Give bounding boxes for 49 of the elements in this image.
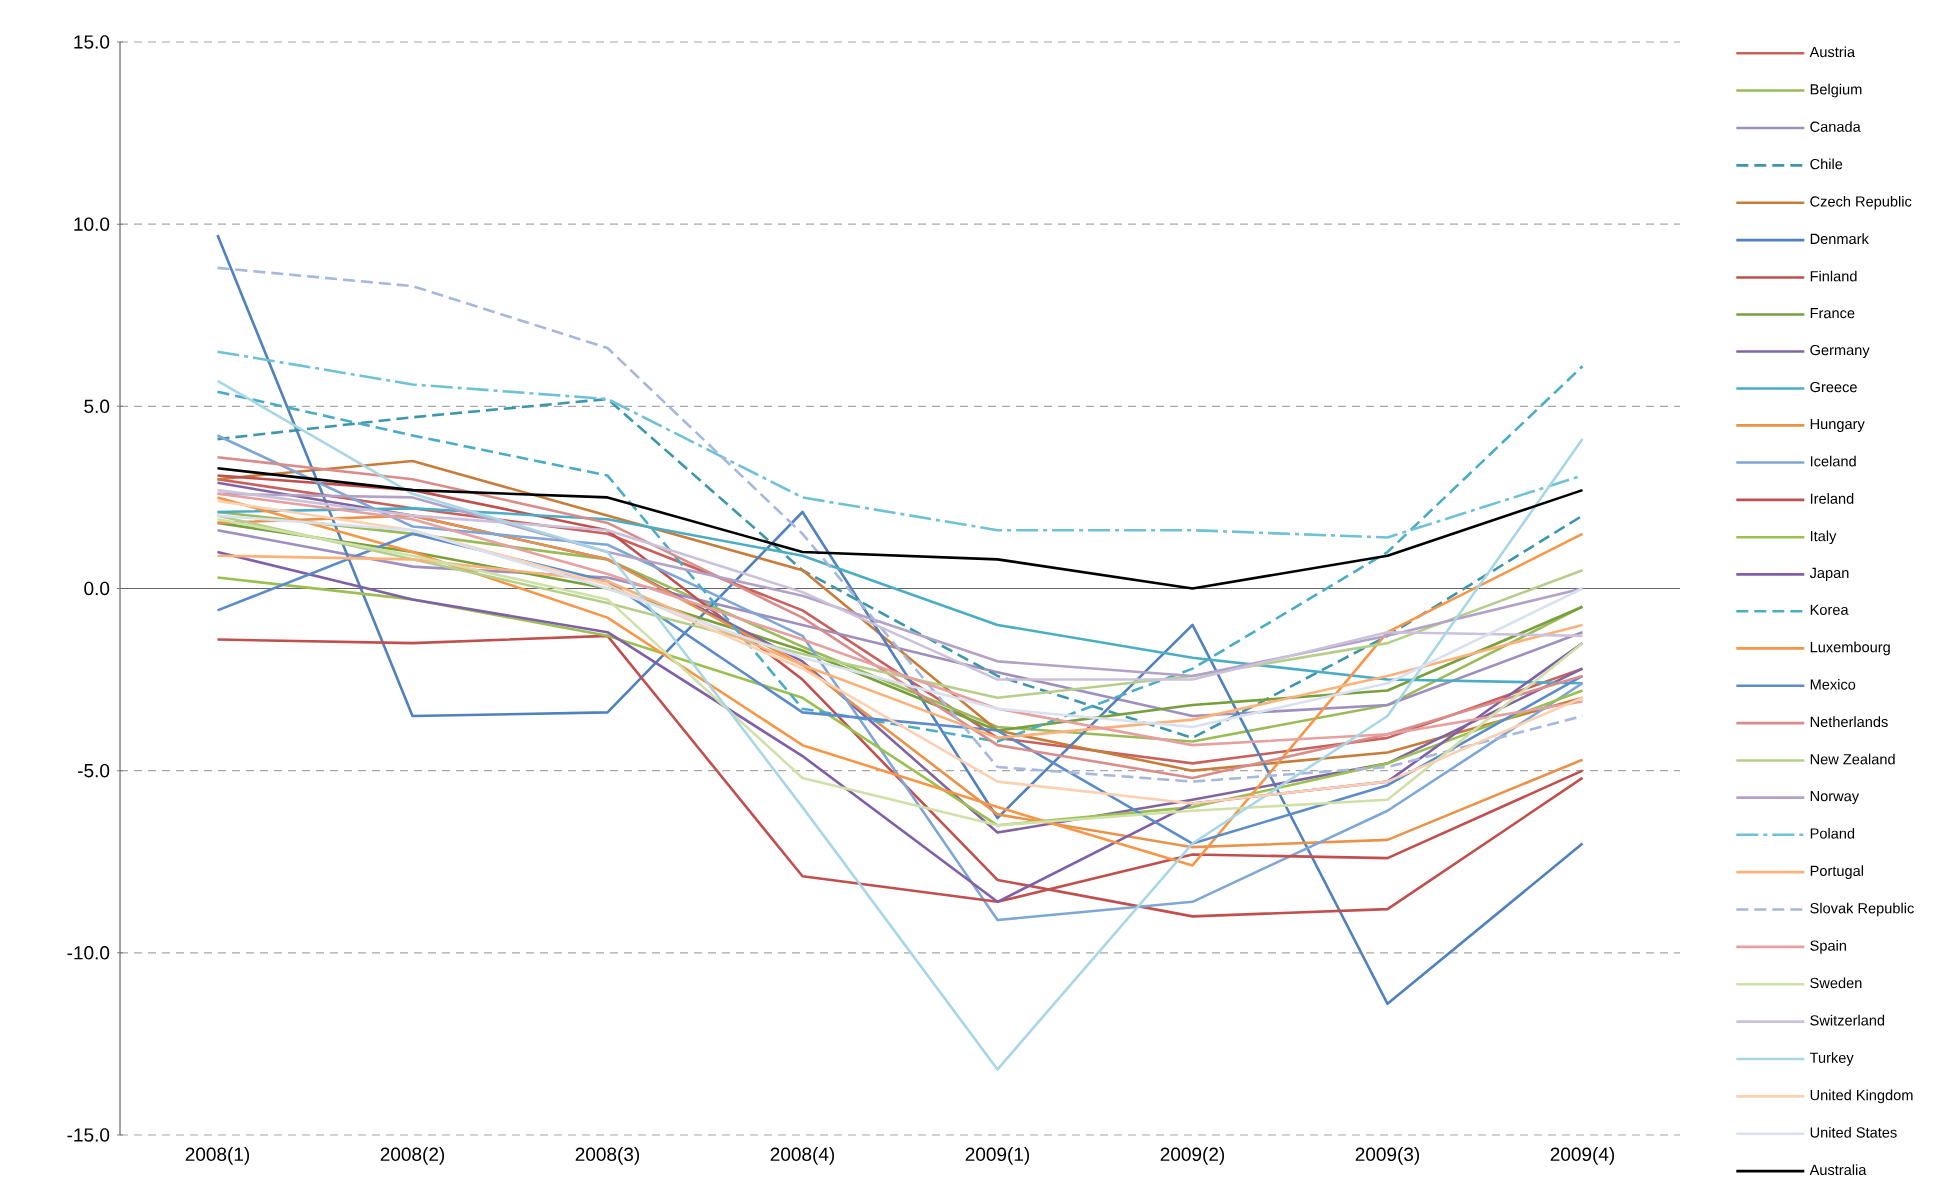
legend-label: Australia: [1809, 1164, 1867, 1176]
x-tick-label: 2009(3): [1355, 1147, 1420, 1165]
y-tick-label: 5.0: [84, 399, 110, 414]
x-tick-label: 2008(2): [380, 1147, 445, 1165]
legend-label: Poland: [1810, 827, 1855, 839]
y-tick-label: -5.0: [78, 763, 110, 778]
legend-label: Hungary: [1810, 418, 1865, 432]
legend-label: Denmark: [1810, 233, 1869, 245]
y-tick-label: -10.0: [67, 946, 110, 960]
y-tick-label: -15.0: [67, 1128, 110, 1142]
legend-label: Sweden: [1810, 977, 1862, 989]
x-tick-label: 2009(4): [1550, 1147, 1615, 1165]
legend-label: Canada: [1810, 121, 1861, 132]
legend-label: Germany: [1810, 344, 1870, 359]
legend-label: Mexico: [1810, 678, 1856, 690]
legend-label: France: [1810, 308, 1855, 319]
legend-label: Spain: [1810, 940, 1846, 954]
legend-label: United Kingdom: [1810, 1089, 1913, 1104]
legend-label: Ireland: [1810, 493, 1854, 504]
legend-label: Finland: [1810, 270, 1857, 282]
x-tick-label: 2009(2): [1160, 1147, 1225, 1165]
legend-label: Japan: [1809, 567, 1849, 581]
legend-label: Belgium: [1810, 83, 1862, 98]
legend-label: United States: [1810, 1126, 1897, 1138]
x-tick-label: 2008(4): [770, 1147, 835, 1165]
legend-label: Iceland: [1810, 455, 1856, 467]
legend-label: Italy: [1810, 530, 1837, 545]
legend-label: Austria: [1809, 46, 1856, 58]
line-series: [216, 266, 1584, 783]
y-tick-label: 10.0: [74, 217, 110, 231]
legend-label: Turkey: [1809, 1052, 1854, 1066]
line-series: [216, 466, 1584, 590]
x-tick-label: 2009(1): [965, 1147, 1030, 1165]
legend-label: Korea: [1810, 604, 1849, 615]
line-series: [216, 379, 1584, 1071]
legend-label: Chile: [1810, 158, 1843, 170]
legend-label: Switzerland: [1810, 1014, 1885, 1026]
x-tick-label: 2008(1): [185, 1147, 250, 1165]
legend-label: Netherlands: [1810, 716, 1888, 728]
legend-label: New Zealand: [1810, 753, 1895, 765]
legend-label: Norway: [1810, 791, 1860, 805]
legend-label: Portugal: [1810, 865, 1863, 879]
y-tick-label: 15.0: [74, 35, 110, 49]
legend-label: Slovak Republic: [1810, 902, 1914, 917]
legend-label: Czech Republic: [1810, 195, 1912, 210]
legend-label: Luxembourg: [1810, 641, 1890, 656]
x-tick-label: 2008(3): [575, 1147, 640, 1165]
y-tick-label: 0.0: [84, 581, 110, 596]
legend-label: Greece: [1810, 381, 1857, 393]
